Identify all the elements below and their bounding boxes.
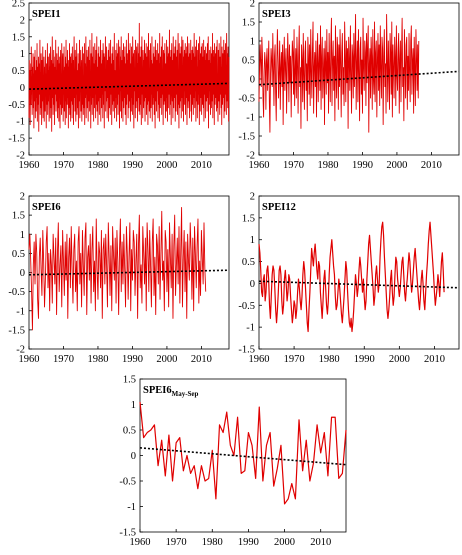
y-tick-label: 2 xyxy=(250,0,255,10)
x-tick-label: 1960 xyxy=(19,354,40,365)
y-tick-label: -0.5 xyxy=(238,301,255,312)
y-tick-label: 2 xyxy=(20,192,25,203)
y-tick-label: 1 xyxy=(131,400,136,411)
y-tick-label: -1 xyxy=(16,117,25,128)
y-tick-label: 0.5 xyxy=(12,249,25,260)
x-tick-label: 2010 xyxy=(424,354,445,365)
panel-title: SPEI1 xyxy=(32,9,61,20)
y-tick-label: 1.5 xyxy=(123,375,136,386)
x-tick-label: 2000 xyxy=(386,160,407,171)
plot-frame xyxy=(258,195,460,350)
x-tick-label: 1980 xyxy=(87,354,108,365)
y-tick-label: 0.5 xyxy=(242,56,255,67)
y-tick-label: 2.5 xyxy=(12,0,25,10)
y-tick-label: 0.5 xyxy=(12,66,25,77)
y-tick-label: -1 xyxy=(127,502,136,513)
y-tick-label: 1.5 xyxy=(12,211,25,222)
x-tick-label: 1960 xyxy=(249,160,270,171)
x-tick-label: 1970 xyxy=(166,537,187,548)
spei-series-line xyxy=(258,13,420,133)
y-tick-label: 0 xyxy=(131,451,136,462)
y-tick-label: 0 xyxy=(250,279,255,290)
y-tick-label: 0.5 xyxy=(123,426,136,437)
x-tick-label: 1990 xyxy=(122,160,143,171)
x-tick-label: 2010 xyxy=(191,354,212,365)
chart-panel-2: -2 -1.5 -1 -0.5 0 0.5 1 1.5 2 1960 1970 1980 1990 200… xyxy=(238,0,460,171)
x-tick-label: 2000 xyxy=(389,354,410,365)
panel-title: SPEI3 xyxy=(262,9,291,20)
spei-series-line xyxy=(28,207,207,331)
panel-title: SPEI12 xyxy=(262,202,296,213)
x-tick-label: 2010 xyxy=(421,160,442,171)
x-tick-label: 1960 xyxy=(130,537,151,548)
x-tick-label: 1960 xyxy=(19,160,40,171)
chart-panel-1: -2 -1.5 -1 -0.5 0 0.5 1 1.5 2 2.5 1960 1970 1980 1990… xyxy=(8,0,230,171)
x-tick-label: 1990 xyxy=(122,354,143,365)
y-tick-label: -0.5 xyxy=(8,100,25,111)
y-tick-label: 0 xyxy=(20,268,25,279)
x-tick-label: 2000 xyxy=(274,537,295,548)
panel-title: SPEI6 xyxy=(32,202,61,213)
x-tick-label: 1980 xyxy=(317,160,338,171)
trend-line xyxy=(258,280,460,289)
y-tick-label: 1 xyxy=(250,235,255,246)
x-tick-label: 2010 xyxy=(191,160,212,171)
chart-panel-4: -1.5 -1 -0.5 0 0.5 1 1.5 2 1960 1970 1980 1990 2000 2… xyxy=(238,192,460,365)
y-tick-label: -1 xyxy=(16,306,25,317)
y-tick-label: -1 xyxy=(246,113,255,124)
trend-line xyxy=(258,70,460,86)
y-tick-label: 1 xyxy=(250,37,255,48)
y-tick-label: 1 xyxy=(20,49,25,60)
panel-title: SPEI6May-Sep xyxy=(143,385,199,398)
y-tick-label: 0 xyxy=(250,75,255,86)
y-tick-label: -1.5 xyxy=(238,132,255,143)
y-tick-label: 0 xyxy=(20,83,25,94)
y-tick-label: -2 xyxy=(246,151,255,162)
y-tick-label: 2 xyxy=(20,15,25,26)
y-tick-label: 1.5 xyxy=(242,213,255,224)
x-tick-label: 1980 xyxy=(202,537,223,548)
trend-line xyxy=(139,447,347,466)
x-tick-label: 1960 xyxy=(249,354,270,365)
trend-line xyxy=(28,269,230,276)
x-tick-label: 1980 xyxy=(319,354,340,365)
x-tick-label: 1990 xyxy=(352,160,373,171)
panel-title-subscript: May-Sep xyxy=(172,390,199,398)
y-tick-label: -0.5 xyxy=(238,94,255,105)
x-tick-label: 1970 xyxy=(283,160,304,171)
x-tick-label: 1980 xyxy=(87,160,108,171)
chart-panel-5: -1.5 -1 -0.5 0 0.5 1 1.5 1960 1970 1980 1990 2000 20… xyxy=(119,375,347,548)
x-tick-label: 2010 xyxy=(310,537,331,548)
x-tick-label: 1990 xyxy=(354,354,375,365)
y-tick-label: 1 xyxy=(20,230,25,241)
spei-series-line xyxy=(28,22,230,132)
y-tick-label: -1.5 xyxy=(8,325,25,336)
y-tick-label: -0.5 xyxy=(119,477,136,488)
y-tick-label: -1 xyxy=(246,323,255,334)
y-tick-label: 0.5 xyxy=(242,257,255,268)
y-tick-label: -2 xyxy=(16,151,25,162)
trend-line xyxy=(28,82,230,90)
x-tick-label: 1970 xyxy=(284,354,305,365)
chart-panel-3: -2 -1.5 -1 -0.5 0 0.5 1 1.5 2 1960 1970 1980 1990 200… xyxy=(8,192,230,365)
x-tick-label: 1990 xyxy=(238,537,259,548)
spei-series-line xyxy=(139,401,347,505)
x-tick-label: 2000 xyxy=(156,354,177,365)
y-tick-label: -1.5 xyxy=(238,345,255,356)
y-tick-label: -2 xyxy=(16,345,25,356)
x-tick-label: 1970 xyxy=(53,160,74,171)
y-tick-label: 2 xyxy=(250,192,255,203)
spei-series-line xyxy=(258,221,445,333)
x-tick-label: 2000 xyxy=(156,160,177,171)
y-tick-label: -1.5 xyxy=(119,528,136,539)
y-tick-label: 1.5 xyxy=(12,32,25,43)
y-tick-label: -1.5 xyxy=(8,134,25,145)
y-tick-label: -0.5 xyxy=(8,287,25,298)
y-tick-label: 1.5 xyxy=(242,18,255,29)
x-tick-label: 1970 xyxy=(53,354,74,365)
